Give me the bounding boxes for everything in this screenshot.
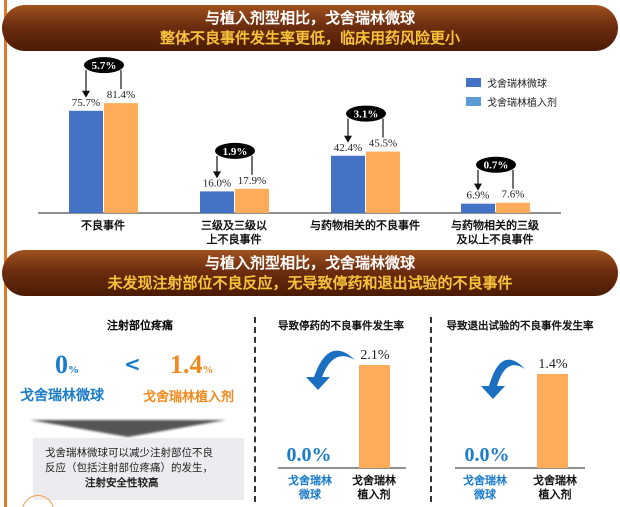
data-label: 1.4% bbox=[538, 357, 568, 372]
data-label: 0.0% bbox=[465, 444, 510, 466]
difference-label: 3.1% bbox=[354, 109, 379, 121]
category-label: 不良事件 bbox=[81, 218, 125, 232]
category-label: 植入剂 bbox=[538, 487, 572, 501]
bar-implant bbox=[235, 188, 269, 213]
micro-label: 戈舍瑞林微球 bbox=[20, 388, 104, 404]
data-label: 16.0% bbox=[203, 177, 231, 189]
unit: % bbox=[68, 364, 79, 376]
value: 1.4 bbox=[170, 350, 203, 379]
arrow-head bbox=[344, 135, 352, 143]
micro-pain-value: 0% bbox=[55, 350, 79, 380]
category-label: 戈舍瑞林 bbox=[352, 473, 396, 487]
legend-swatch bbox=[466, 78, 481, 87]
bar-microsphere bbox=[331, 155, 365, 213]
bar-implant bbox=[104, 103, 138, 213]
difference-bubble bbox=[346, 105, 386, 122]
unit: % bbox=[202, 364, 214, 376]
data-label: 0.0% bbox=[287, 444, 332, 466]
legend-label: 戈舍瑞林植入剂 bbox=[487, 96, 557, 109]
bar-microsphere bbox=[69, 110, 103, 213]
note-box: 戈舍瑞林微球可以减少注射部位不良 反应（包括注射部位疼痛）的发生， 注射安全性较… bbox=[33, 438, 244, 500]
bar-implant bbox=[496, 202, 530, 213]
note-line: 注射安全性较高 bbox=[85, 477, 159, 489]
value: 0 bbox=[55, 350, 68, 379]
category-label: 三级及三级以 bbox=[201, 218, 267, 232]
banner-subtitle: 整体不良事件发生率更低，临床用药风险更小 bbox=[159, 29, 460, 47]
curved-arrow-icon bbox=[306, 350, 355, 390]
category-label: 戈舍瑞林 bbox=[533, 473, 577, 487]
category-label: 与药物相关的三级 bbox=[451, 218, 540, 232]
category-label: 戈舍瑞林 bbox=[463, 473, 507, 487]
data-label: 7.6% bbox=[502, 189, 525, 201]
data-label: 75.7% bbox=[72, 97, 100, 109]
banner-title: 与植入剂型相比，戈舍瑞林微球 bbox=[204, 254, 415, 272]
bar-microsphere bbox=[461, 203, 495, 213]
category-label: 与药物相关的不良事件 bbox=[310, 218, 420, 232]
pain-title: 注射部位疼痛 bbox=[107, 319, 173, 332]
data-label: 2.1% bbox=[360, 348, 390, 363]
note-line: 戈舍瑞林微球可以减少注射部位不良 bbox=[45, 447, 213, 459]
data-label: 45.5% bbox=[369, 138, 397, 150]
curved-arrow-icon bbox=[481, 359, 525, 399]
legend-label: 戈舍瑞林微球 bbox=[487, 77, 547, 90]
accent-line bbox=[4, 0, 7, 507]
less-than-sign: < bbox=[124, 352, 141, 376]
legend-swatch bbox=[466, 97, 481, 106]
data-label: 6.9% bbox=[467, 190, 490, 202]
difference-bubble bbox=[215, 142, 255, 159]
divider bbox=[254, 317, 256, 502]
data-label: 17.9% bbox=[238, 175, 266, 187]
pointer-shadow bbox=[30, 420, 226, 437]
note-line: 反应（包括注射部位疼痛）的发生， bbox=[45, 462, 213, 474]
category-label: 及以上不良事件 bbox=[457, 232, 534, 246]
bar-implant bbox=[366, 151, 400, 213]
divider bbox=[430, 317, 432, 502]
arrow-head bbox=[213, 171, 221, 179]
banner-title: 与植入剂型相比，戈舍瑞林微球 bbox=[204, 9, 415, 27]
data-label: 81.4% bbox=[107, 89, 135, 101]
difference-label: 5.7% bbox=[92, 60, 117, 72]
bar-implant bbox=[359, 365, 390, 468]
category-label: 植入剂 bbox=[357, 487, 391, 501]
category-label: 戈舍瑞林 bbox=[288, 473, 332, 487]
difference-label: 0.7% bbox=[484, 160, 509, 172]
chart-title: 导致停药的不良事件发生率 bbox=[278, 319, 404, 332]
banner-subtitle: 未发现注射部位不良反应，无导致停药和退出试验的不良事件 bbox=[107, 274, 513, 292]
banner-injection: 与植入剂型相比，戈舍瑞林微球 未发现注射部位不良反应，无导致停药和退出试验的不良… bbox=[2, 250, 618, 296]
difference-bubble bbox=[84, 57, 124, 74]
difference-bubble bbox=[476, 156, 516, 173]
difference-label: 1.9% bbox=[223, 146, 248, 158]
implant-pain-value: 1.4% bbox=[170, 350, 214, 380]
arrow-head bbox=[82, 90, 90, 98]
data-label: 42.4% bbox=[334, 142, 362, 154]
chart-title: 导致退出试验的不良事件发生率 bbox=[447, 319, 594, 332]
main-bar-chart: 75.7% 81.4% 5.7% 不良事件 16.0% 17.9% 1.9% 三级及三级以上不… bbox=[38, 57, 561, 246]
arrow-head bbox=[474, 183, 482, 191]
category-label: 上不良事件 bbox=[207, 232, 262, 246]
category-label: 微球 bbox=[473, 487, 497, 501]
banner-overall: 与植入剂型相比，戈舍瑞林微球 整体不良事件发生率更低，临床用药风险更小 bbox=[2, 5, 618, 51]
implant-label: 戈舍瑞林植入剂 bbox=[143, 390, 235, 405]
category-label: 微球 bbox=[298, 487, 322, 501]
bar-microsphere bbox=[200, 191, 234, 213]
bar-implant bbox=[537, 374, 568, 468]
